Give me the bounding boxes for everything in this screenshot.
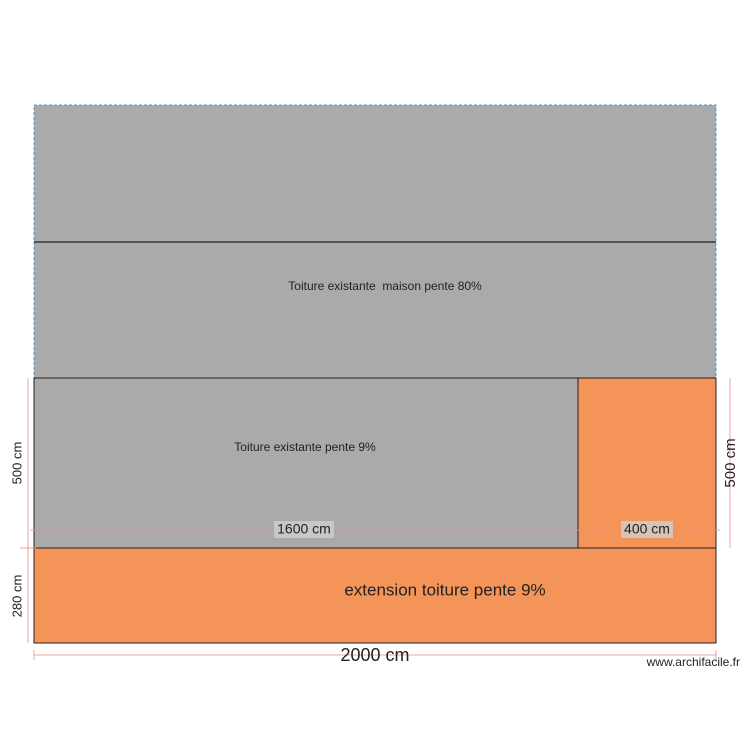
room-label: extension toiture pente 9% [344,580,545,599]
dimension-label: 1600 cm [277,521,331,537]
dimension-label: 500 cm [722,438,739,487]
dimension-label: 400 cm [624,521,670,537]
room-label: Toiture existante pente 9% [234,440,376,454]
room-label: Toiture existante maison pente 80% [288,279,482,293]
dimension-label: 2000 cm [340,645,409,665]
watermark: www.archifacile.fr [646,655,740,669]
extension-small[interactable] [577,377,717,549]
dimension-label: 280 cm [9,575,24,618]
extension-roof[interactable] [33,547,717,644]
label-bg [621,521,673,538]
dimension-label: 500 cm [9,442,24,485]
label-bg [274,521,334,538]
